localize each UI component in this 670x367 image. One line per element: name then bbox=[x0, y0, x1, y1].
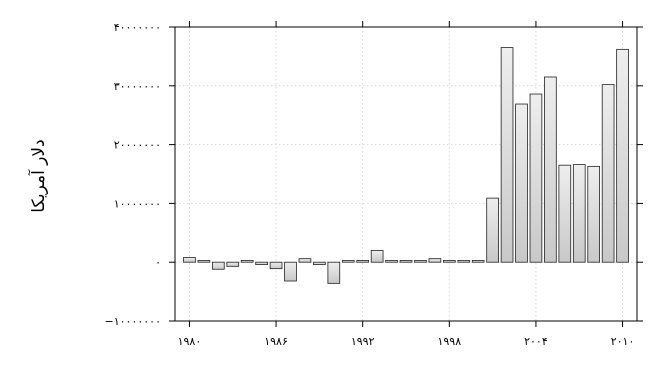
bar-1998 bbox=[442, 260, 456, 263]
bar-2007 bbox=[572, 164, 586, 263]
x-tick-label: ۱۹۹۲ bbox=[351, 335, 375, 348]
bar-1995 bbox=[399, 260, 413, 263]
y-axis-label: دلار آمریکا bbox=[27, 139, 49, 212]
bar-1992 bbox=[356, 260, 370, 263]
bar-1981 bbox=[197, 260, 211, 263]
x-tick-label: ۱۹۹۸ bbox=[437, 335, 461, 348]
bar-1987 bbox=[284, 261, 297, 282]
bar-2010 bbox=[616, 48, 629, 263]
plot-frame bbox=[174, 26, 638, 322]
bar-2009 bbox=[601, 84, 615, 263]
bar-1994 bbox=[385, 260, 398, 263]
bar-1984 bbox=[240, 260, 254, 263]
bar-1999 bbox=[457, 260, 471, 263]
bar-1988 bbox=[298, 258, 312, 263]
x-tick-label: ۲۰۱۰ bbox=[611, 335, 635, 348]
x-tick-label: ۱۹۸۶ bbox=[264, 335, 288, 348]
bar-1985 bbox=[255, 261, 268, 265]
bar-1997 bbox=[428, 258, 442, 263]
bar-1980 bbox=[183, 257, 196, 263]
bar-1990 bbox=[327, 261, 341, 284]
bar-1982 bbox=[211, 261, 225, 270]
x-tick-label: ۱۹۸۰ bbox=[178, 335, 202, 348]
y-axis-tick-labels: −۱۰۰۰۰۰۰۰ ۰ ۱۰۰۰۰۰۰۰ ۲۰۰۰۰۰۰۰ ۳۰۰۰۰۰۰۰ ۴۰۰۰۰۰… bbox=[105, 21, 161, 328]
bar-2005 bbox=[544, 76, 557, 263]
bar-2001 bbox=[486, 197, 499, 263]
axis-ticks bbox=[169, 21, 643, 327]
x-axis-tick-labels: ۱۹۸۰ ۱۹۸۶ ۱۹۹۲ ۱۹۹۸ ۲۰۰۴ ۲۰۱۰ bbox=[178, 335, 635, 348]
bar-2002 bbox=[500, 47, 514, 263]
bar-1991 bbox=[341, 260, 355, 263]
bar-2000 bbox=[471, 260, 485, 263]
y-tick-label: ۲۰۰۰۰۰۰۰ bbox=[114, 139, 161, 152]
y-tick-label: ۰ bbox=[155, 256, 161, 269]
x-tick-label: ۲۰۰۴ bbox=[524, 335, 548, 348]
bar-1986 bbox=[269, 261, 283, 270]
y-tick-label: −۱۰۰۰۰۰۰۰ bbox=[105, 315, 161, 328]
bars bbox=[183, 47, 629, 284]
bar-2006 bbox=[558, 164, 572, 263]
bar-2008 bbox=[587, 165, 601, 263]
bar-1989 bbox=[313, 261, 326, 265]
bar-1996 bbox=[414, 260, 427, 263]
y-tick-label: ۴۰۰۰۰۰۰۰ bbox=[114, 21, 161, 34]
y-tick-label: ۳۰۰۰۰۰۰۰ bbox=[114, 80, 161, 93]
y-tick-label: ۱۰۰۰۰۰۰۰ bbox=[114, 197, 161, 210]
bar-1993 bbox=[370, 250, 384, 263]
bar-1983 bbox=[226, 261, 240, 267]
bar-2003 bbox=[515, 103, 528, 263]
bar-2004 bbox=[529, 93, 543, 263]
